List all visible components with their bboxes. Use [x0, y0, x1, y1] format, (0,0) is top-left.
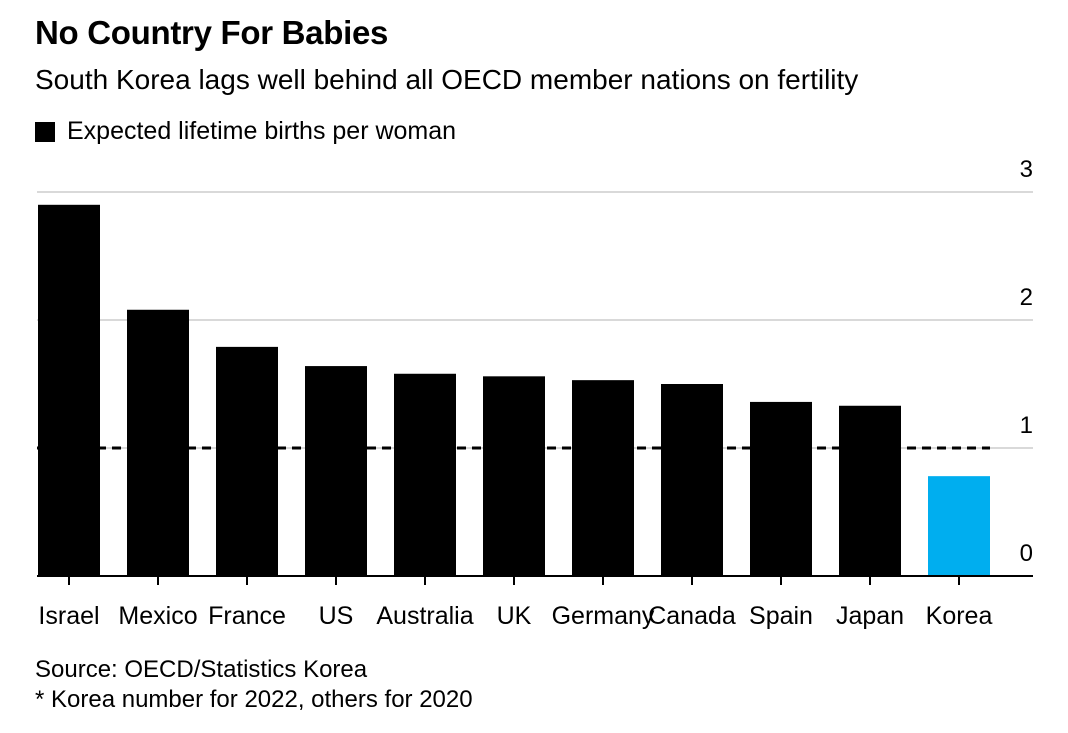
y-tick-label: 3	[1020, 156, 1033, 183]
y-tick-label: 1	[1020, 412, 1033, 439]
x-tick-label: Germany	[552, 602, 655, 630]
x-tick-label: Mexico	[118, 602, 197, 630]
footnote: * Korea number for 2022, others for 2020	[35, 686, 473, 713]
y-tick-label: 0	[1020, 540, 1033, 567]
bar-japan	[839, 405, 901, 576]
chart-subtitle: South Korea lags well behind all OECD me…	[35, 64, 859, 95]
chart-title: No Country For Babies	[35, 14, 389, 51]
bar-germany	[572, 380, 634, 576]
legend-label: Expected lifetime births per woman	[67, 117, 457, 145]
bar-mexico	[127, 309, 189, 576]
x-tick-label: US	[319, 602, 354, 630]
x-tick-label: Korea	[926, 602, 993, 630]
bar-canada	[661, 384, 723, 576]
source-note: Source: OECD/Statistics Korea	[35, 656, 368, 683]
bar-korea	[928, 476, 990, 576]
bar-israel	[38, 204, 100, 577]
bar-uk	[483, 376, 545, 576]
x-tick-label: UK	[497, 602, 532, 630]
x-tick-label: France	[208, 602, 286, 630]
x-tick-label: Canada	[648, 602, 736, 630]
legend-swatch	[35, 121, 55, 142]
bar-us	[305, 366, 367, 576]
y-tick-label: 2	[1020, 284, 1033, 311]
x-tick-label: Australia	[376, 602, 473, 630]
bar-spain	[750, 401, 812, 576]
x-tick-label: Israel	[38, 602, 99, 630]
x-tick-label: Spain	[749, 602, 813, 630]
legend: Expected lifetime births per woman	[35, 117, 456, 146]
bar-chart: 0 1 2 3 Israel Mexico France US Australia UK Germa…	[37, 156, 1033, 630]
x-tick-label: Japan	[836, 602, 904, 630]
bar-france	[216, 346, 278, 576]
bar-australia	[394, 373, 456, 576]
